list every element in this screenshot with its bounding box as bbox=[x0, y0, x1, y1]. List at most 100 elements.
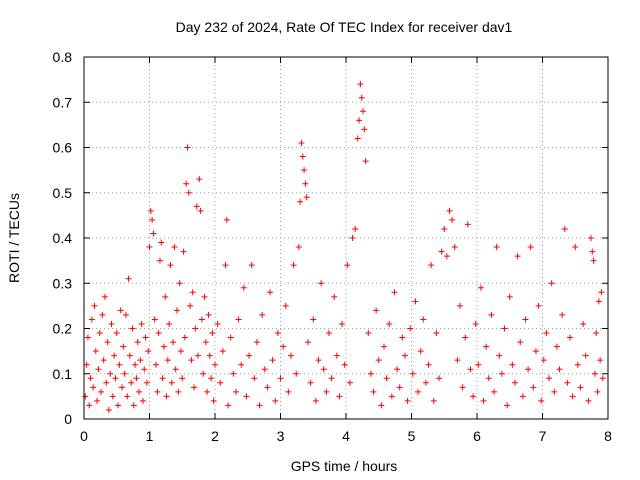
data-points bbox=[82, 81, 606, 413]
data-point bbox=[101, 293, 108, 300]
data-point bbox=[430, 397, 437, 404]
data-point bbox=[210, 397, 217, 404]
data-point bbox=[87, 375, 94, 382]
data-point bbox=[120, 343, 127, 350]
data-point bbox=[331, 293, 338, 300]
data-point bbox=[126, 352, 133, 359]
data-point bbox=[496, 352, 503, 359]
data-point bbox=[103, 379, 110, 386]
data-point bbox=[594, 388, 601, 395]
data-point bbox=[174, 307, 181, 314]
data-point bbox=[391, 289, 398, 296]
data-point bbox=[141, 366, 148, 373]
data-point bbox=[358, 94, 365, 101]
data-point bbox=[155, 330, 162, 337]
chart-title: Day 232 of 2024, Rate Of TEC Index for r… bbox=[176, 19, 513, 35]
data-point bbox=[246, 352, 253, 359]
data-point bbox=[597, 357, 604, 364]
data-point bbox=[243, 393, 250, 400]
y-tick-label: 0.3 bbox=[53, 275, 73, 291]
data-point bbox=[223, 216, 230, 223]
data-point bbox=[302, 180, 309, 187]
data-point bbox=[480, 397, 487, 404]
data-point bbox=[264, 384, 271, 391]
x-tick-label: 2 bbox=[211, 428, 219, 444]
data-point bbox=[315, 357, 322, 364]
data-point bbox=[530, 384, 537, 391]
data-point bbox=[409, 370, 416, 377]
data-point bbox=[307, 379, 314, 386]
data-point bbox=[535, 302, 542, 309]
data-point bbox=[201, 293, 208, 300]
grid-lines bbox=[84, 57, 608, 419]
data-point bbox=[164, 357, 171, 364]
data-point bbox=[548, 280, 555, 287]
data-point bbox=[130, 402, 137, 409]
data-point bbox=[388, 393, 395, 400]
data-point bbox=[259, 311, 266, 318]
data-point bbox=[267, 289, 274, 296]
data-point bbox=[183, 180, 190, 187]
data-point bbox=[580, 320, 587, 327]
x-axis-ticks: 0 1 2 3 4 5 6 7 8 bbox=[80, 57, 612, 444]
data-point bbox=[352, 225, 359, 232]
y-tick-label: 0.4 bbox=[53, 230, 73, 246]
data-point bbox=[238, 361, 245, 368]
data-point bbox=[454, 357, 461, 364]
data-point bbox=[561, 225, 568, 232]
data-point bbox=[470, 393, 477, 400]
data-point bbox=[373, 307, 380, 314]
data-point bbox=[146, 244, 153, 251]
data-point bbox=[477, 284, 484, 291]
data-point bbox=[438, 248, 445, 255]
data-point bbox=[305, 339, 312, 346]
data-point bbox=[122, 311, 129, 318]
data-point bbox=[118, 384, 125, 391]
data-point bbox=[293, 370, 300, 377]
data-point bbox=[193, 203, 200, 210]
data-point bbox=[167, 262, 174, 269]
data-point bbox=[91, 302, 98, 309]
data-point bbox=[540, 357, 547, 364]
data-point bbox=[404, 397, 411, 404]
data-point bbox=[166, 320, 173, 327]
data-point bbox=[136, 388, 143, 395]
data-point bbox=[113, 330, 120, 337]
data-point bbox=[95, 366, 102, 373]
data-point bbox=[82, 393, 89, 400]
data-point bbox=[553, 343, 560, 350]
data-point bbox=[151, 316, 158, 323]
data-point bbox=[589, 248, 596, 255]
data-point bbox=[105, 406, 112, 413]
data-point bbox=[149, 216, 156, 223]
data-point bbox=[129, 325, 136, 332]
data-point bbox=[227, 334, 234, 341]
data-point bbox=[595, 298, 602, 305]
data-point bbox=[546, 375, 553, 382]
data-point bbox=[172, 366, 179, 373]
data-point bbox=[428, 262, 435, 269]
data-point bbox=[298, 139, 305, 146]
data-point bbox=[362, 158, 369, 165]
data-point bbox=[582, 352, 589, 359]
data-point bbox=[153, 361, 160, 368]
data-point bbox=[320, 366, 327, 373]
data-point bbox=[204, 388, 211, 395]
data-point bbox=[116, 361, 123, 368]
data-point bbox=[117, 307, 124, 314]
data-point bbox=[197, 207, 204, 214]
data-point bbox=[598, 289, 605, 296]
data-point bbox=[462, 334, 469, 341]
data-point bbox=[483, 343, 490, 350]
data-point bbox=[170, 339, 177, 346]
data-point bbox=[177, 348, 184, 355]
data-point bbox=[86, 402, 93, 409]
y-axis-label: ROTI / TECUs bbox=[6, 193, 22, 283]
data-point bbox=[360, 108, 367, 115]
data-point bbox=[303, 194, 310, 201]
data-point bbox=[422, 379, 429, 386]
data-point bbox=[577, 384, 584, 391]
x-axis-label: GPS time / hours bbox=[291, 458, 398, 474]
data-point bbox=[341, 361, 348, 368]
x-tick-label: 1 bbox=[146, 428, 154, 444]
